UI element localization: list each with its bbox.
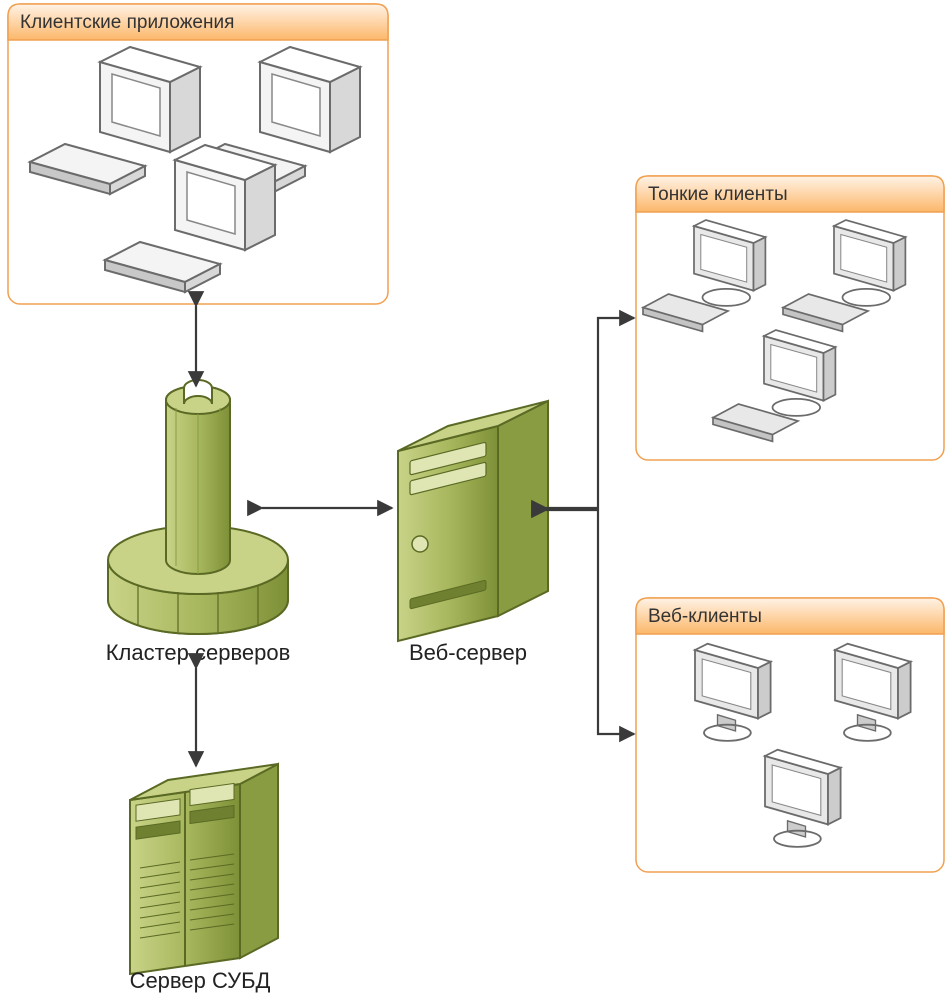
panel-client-apps: Клиентские приложения bbox=[8, 4, 388, 304]
edge-webserver-thinclients bbox=[546, 318, 634, 508]
dbserver-node-icon bbox=[130, 764, 278, 974]
edge-webserver-webclients bbox=[546, 510, 634, 734]
cluster-node-label: Кластер серверов bbox=[106, 640, 291, 665]
webserver-node-icon bbox=[398, 401, 548, 641]
cluster-node-icon bbox=[108, 380, 288, 634]
webserver-node-label: Веб-сервер bbox=[409, 640, 527, 665]
dbserver-node-label: Сервер СУБД bbox=[130, 968, 271, 993]
panel-thin-clients: Тонкие клиенты bbox=[636, 176, 944, 460]
panel-thin-clients-title: Тонкие клиенты bbox=[648, 184, 788, 205]
panel-web-clients: Веб-клиенты bbox=[636, 598, 944, 872]
panel-web-clients-title: Веб-клиенты bbox=[648, 606, 762, 627]
panel-client-apps-title: Клиентские приложения bbox=[20, 12, 234, 33]
